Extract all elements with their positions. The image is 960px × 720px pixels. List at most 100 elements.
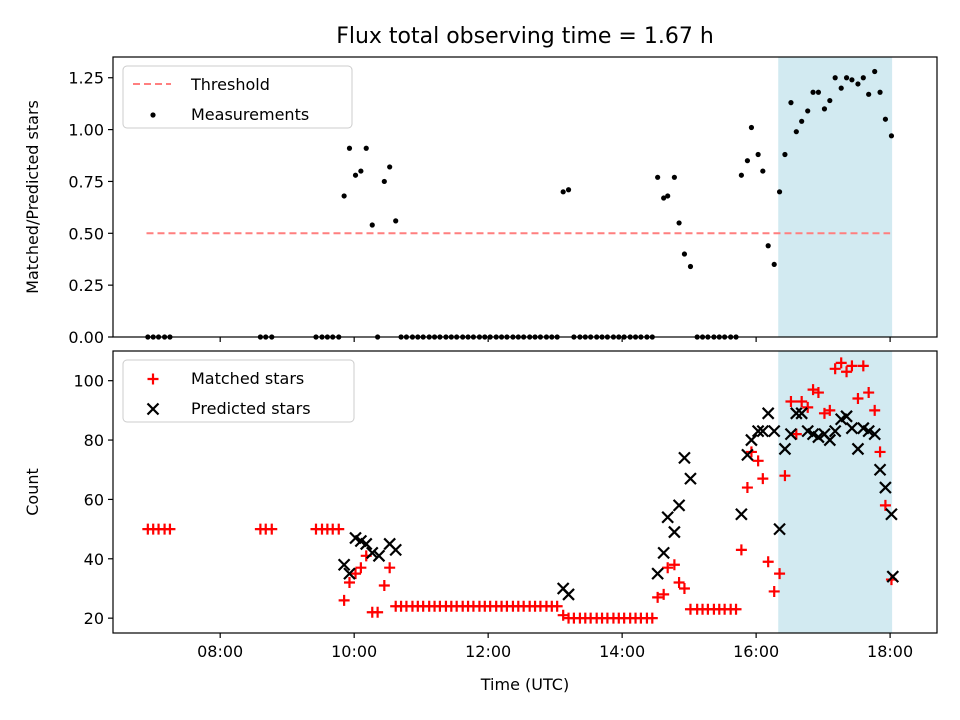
data-point — [266, 523, 278, 535]
data-point — [762, 556, 774, 568]
data-point — [562, 588, 575, 601]
data-point — [551, 600, 563, 612]
data-point — [849, 77, 855, 83]
data-point — [869, 404, 881, 416]
legend-label: Measurements — [191, 105, 309, 124]
data-point — [676, 220, 682, 226]
data-point — [333, 523, 345, 535]
data-point — [815, 89, 822, 95]
data-point — [687, 263, 694, 270]
data-point — [655, 174, 661, 180]
data-point — [790, 428, 802, 440]
data-point — [756, 424, 770, 438]
data-point — [668, 559, 680, 571]
legend-swatch — [150, 112, 156, 118]
data-point — [384, 562, 396, 574]
data-point — [387, 164, 393, 170]
data-point — [741, 448, 754, 462]
data-point — [774, 568, 786, 580]
data-point — [346, 145, 353, 151]
data-point — [868, 427, 881, 441]
data-point — [879, 499, 891, 511]
data-point — [835, 357, 847, 369]
data-point — [838, 85, 844, 91]
data-point — [752, 455, 764, 467]
data-point — [343, 567, 356, 580]
data-point — [363, 145, 369, 151]
data-point — [372, 549, 386, 563]
data-point — [812, 430, 825, 444]
data-point — [788, 100, 794, 106]
data-point — [365, 546, 379, 560]
data-point — [860, 75, 866, 81]
data-point — [773, 522, 786, 536]
data-point — [846, 360, 858, 372]
y-tick-label: 40 — [84, 550, 104, 569]
x-tick-label: 10:00 — [331, 642, 377, 661]
data-point — [748, 124, 755, 131]
data-point — [673, 577, 685, 589]
data-point — [652, 591, 664, 603]
data-point — [735, 507, 748, 521]
data-point — [372, 606, 384, 618]
highlight-span — [778, 57, 893, 337]
data-point — [840, 410, 853, 423]
data-point — [851, 442, 865, 456]
data-point — [565, 187, 572, 193]
data-point — [828, 424, 842, 438]
y-tick-label: 0.75 — [68, 172, 104, 191]
data-point — [343, 577, 355, 589]
legend-label: Matched stars — [191, 369, 304, 388]
data-point — [845, 421, 859, 435]
data-point — [338, 594, 350, 606]
legend-swatch — [146, 402, 160, 416]
data-point — [879, 481, 892, 494]
y-tick-label: 0.50 — [68, 224, 104, 243]
data-point — [785, 395, 797, 407]
data-point — [805, 108, 811, 114]
data-point — [684, 472, 697, 485]
data-point — [873, 463, 887, 477]
y-tick-label: 0.25 — [68, 276, 104, 295]
y-tick-label: 80 — [84, 431, 104, 450]
data-point — [829, 363, 841, 375]
legend-label: Threshold — [190, 75, 270, 94]
data-point — [661, 195, 667, 201]
x-axis-label: Time (UTC) — [480, 675, 569, 694]
data-point — [681, 251, 688, 257]
data-point — [776, 189, 783, 195]
legend-box — [122, 65, 353, 129]
axes-frame — [112, 56, 938, 338]
series-predicted-stars — [337, 407, 900, 601]
data-point — [784, 427, 798, 441]
data-point — [852, 392, 864, 404]
data-point — [751, 424, 765, 438]
chart-title: Flux total observing time = 1.67 h — [336, 24, 714, 49]
data-point — [671, 174, 677, 180]
x-tick-label: 16:00 — [733, 642, 779, 661]
data-point — [790, 407, 803, 420]
data-point — [821, 106, 828, 112]
data-point — [352, 172, 359, 178]
y-tick-label: 20 — [84, 609, 104, 628]
data-point — [661, 510, 674, 524]
data-point — [862, 424, 875, 438]
data-point — [755, 151, 761, 158]
data-point — [745, 433, 758, 447]
data-point — [874, 446, 886, 458]
data-point — [358, 168, 364, 174]
data-point — [843, 75, 850, 81]
data-point — [662, 562, 674, 574]
data-point — [812, 387, 824, 399]
data-point — [646, 612, 658, 624]
data-point — [389, 543, 402, 557]
data-point — [886, 570, 900, 583]
y-tick-label: 1.00 — [68, 121, 104, 140]
data-point — [381, 178, 387, 185]
data-point — [799, 118, 805, 124]
data-point — [795, 407, 808, 420]
data-point — [866, 91, 872, 97]
x-tick-label: 18:00 — [867, 642, 913, 661]
data-point — [882, 116, 889, 122]
